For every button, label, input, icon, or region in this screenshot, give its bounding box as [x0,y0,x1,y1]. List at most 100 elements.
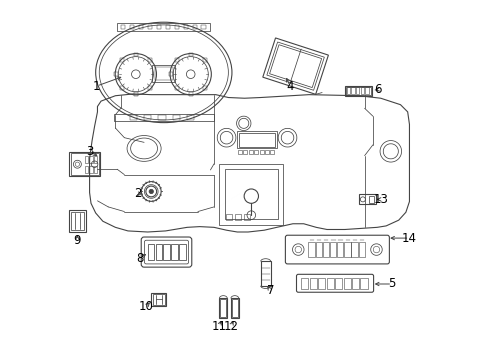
Bar [202,58,206,62]
Bar [336,242,343,257]
Bar [133,92,138,96]
Bar [239,133,274,147]
Bar [202,86,206,90]
Bar [220,300,226,317]
Bar [114,72,118,76]
Bar [326,278,333,289]
Bar [174,25,179,30]
Bar [117,23,210,31]
Bar [113,114,214,121]
Bar [129,116,137,120]
Circle shape [149,189,153,194]
Bar [71,212,83,230]
Bar [168,72,173,76]
Bar [70,153,99,175]
Bar [144,116,151,120]
Bar [192,25,196,30]
Text: 14: 14 [401,231,416,244]
Bar [147,244,154,260]
Bar [129,25,134,30]
Bar [84,156,88,163]
Bar [259,150,263,154]
Bar [147,86,152,90]
Text: 1: 1 [93,80,101,93]
Bar [230,298,238,318]
Bar [147,25,152,30]
Bar [351,278,358,289]
Bar [183,25,187,30]
Bar [344,242,350,257]
Bar [163,244,169,260]
Text: 12: 12 [223,320,238,333]
Bar [248,150,252,154]
Bar [94,156,97,163]
Bar [152,65,175,82]
Bar [172,116,180,120]
Text: 13: 13 [372,193,387,206]
Bar [358,194,376,204]
Bar [89,166,93,173]
Bar [318,278,325,289]
Bar [360,278,367,289]
Bar [238,150,242,154]
Bar [365,87,368,94]
Bar [219,164,283,225]
Bar [308,242,314,257]
Bar [254,150,258,154]
Bar [201,25,205,30]
Text: 10: 10 [139,300,153,313]
Bar [315,242,321,257]
Bar [343,278,350,289]
Bar [360,87,363,94]
Bar [94,166,97,173]
Bar [244,214,250,220]
Bar [120,86,124,90]
Bar [351,87,354,94]
Bar [225,214,232,220]
Bar [139,25,142,30]
Bar [355,87,359,94]
Bar [171,244,178,260]
Bar [301,278,307,289]
Bar [368,196,373,203]
Bar [270,150,274,154]
Bar [155,244,162,260]
Bar [358,242,364,257]
Bar [219,298,227,318]
Bar [121,25,125,30]
Bar [174,58,179,62]
Bar [165,25,169,30]
Bar [147,58,152,62]
Text: 8: 8 [136,252,143,265]
Bar [152,294,164,305]
Bar [334,278,342,289]
Bar [260,261,270,286]
Text: 4: 4 [286,80,294,93]
Bar [234,214,241,220]
Text: 7: 7 [266,284,273,297]
Bar [174,86,179,90]
Bar [69,211,85,232]
Text: 11: 11 [211,320,226,333]
Bar [84,166,88,173]
Bar [346,87,349,94]
Bar [187,116,194,120]
Bar [188,92,192,96]
Bar [237,131,276,148]
Bar [89,156,93,163]
Bar [329,242,336,257]
Bar [344,86,371,96]
Bar [188,53,192,56]
Bar [224,169,277,220]
Bar [351,242,357,257]
Text: 2: 2 [134,187,142,200]
Bar [158,116,165,120]
Bar [309,278,316,289]
Bar [156,25,161,30]
Bar [179,244,185,260]
Text: 3: 3 [86,145,94,158]
Bar [231,300,237,317]
Bar [264,150,268,154]
Text: 5: 5 [388,278,395,291]
Bar [133,53,138,56]
